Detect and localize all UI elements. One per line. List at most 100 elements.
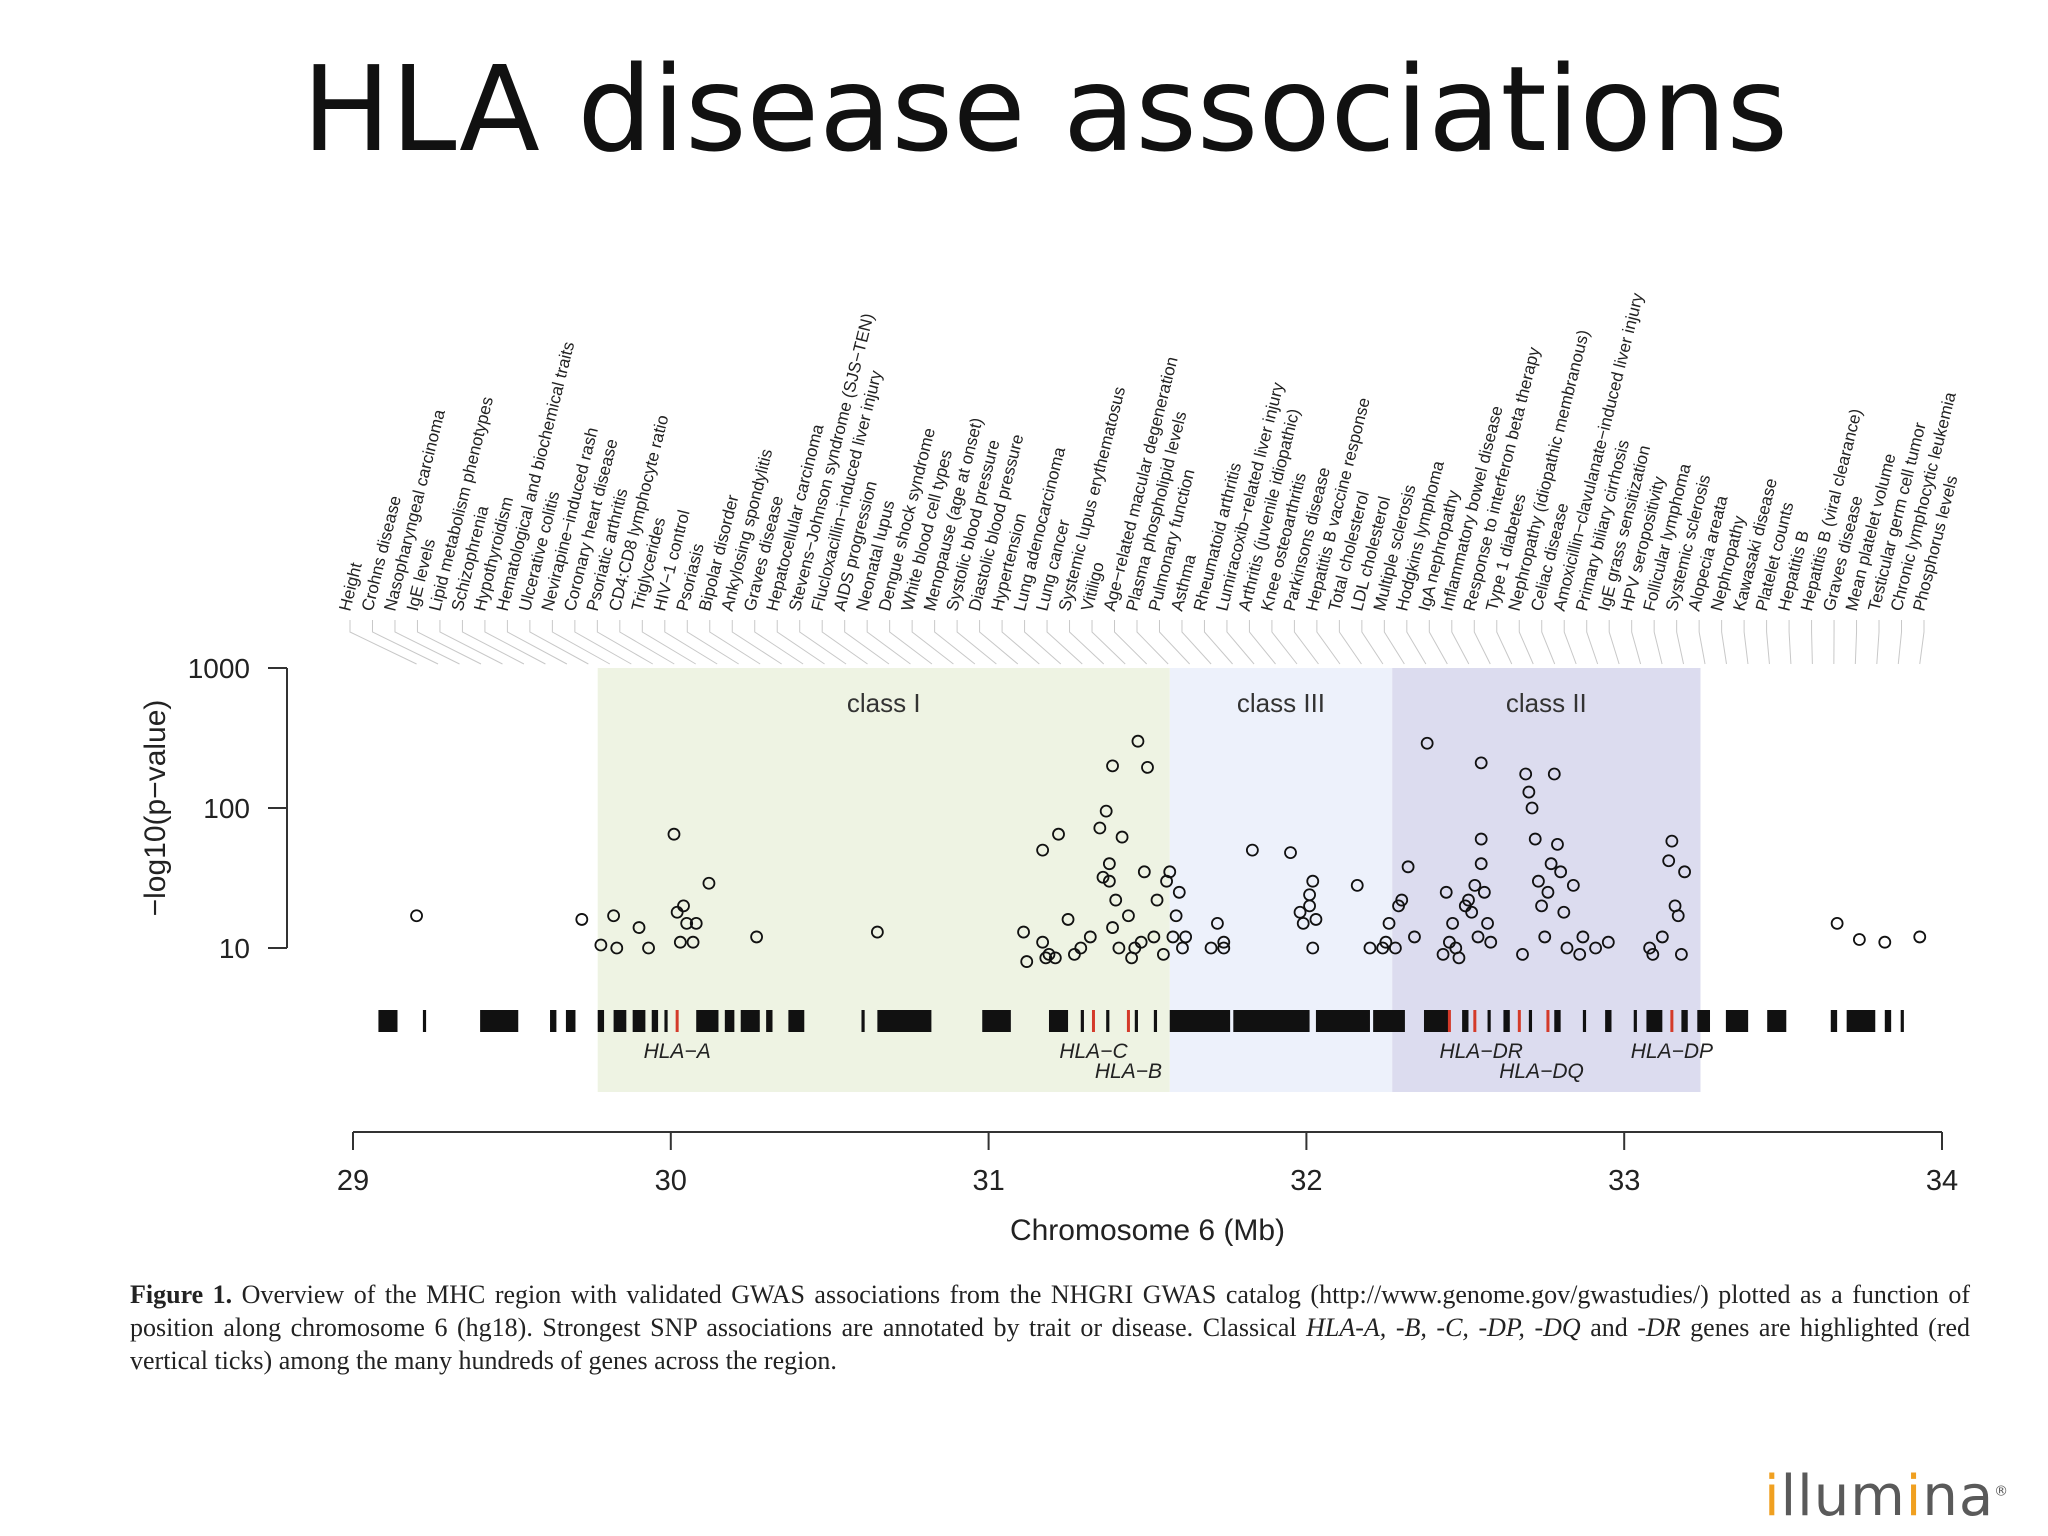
gene-block (1153, 1010, 1158, 1032)
figure-caption: Figure 1. Overview of the MHC region wit… (130, 1278, 1970, 1377)
data-point (1131, 734, 1145, 748)
data-point (1643, 941, 1657, 955)
data-point (1176, 941, 1189, 955)
data-point (1068, 948, 1081, 961)
gene-block (1233, 1010, 1310, 1032)
data-point (1538, 930, 1552, 944)
data-point (673, 935, 687, 949)
data-point (1306, 941, 1320, 955)
data-point (1102, 857, 1116, 871)
data-point (1052, 827, 1065, 841)
hla-red-tick (1126, 1010, 1130, 1032)
caption-part: Overview of the MHC region with validate… (130, 1280, 1970, 1342)
trait-connector (1226, 620, 1255, 665)
data-point (1646, 948, 1660, 961)
trait-connector (641, 620, 696, 665)
trait-connector (1766, 620, 1770, 665)
data-point (1106, 759, 1119, 773)
gene-block (982, 1010, 1011, 1032)
trait-connector (709, 620, 761, 665)
data-point (1217, 941, 1231, 955)
hla-red-tick (1517, 1010, 1521, 1032)
data-point (870, 925, 884, 939)
trait-connector (754, 620, 804, 665)
gene-block (597, 1010, 605, 1032)
data-point (1099, 804, 1113, 818)
illumina-logo: illumina® (1764, 1464, 2009, 1529)
data-point (1093, 821, 1107, 835)
gene-block (1681, 1010, 1688, 1032)
gene-block (1633, 1010, 1637, 1032)
data-point (1293, 905, 1307, 919)
data-point (680, 916, 694, 930)
data-point (1284, 846, 1297, 860)
data-point (1150, 893, 1164, 907)
trait-connector (889, 620, 933, 665)
x-tick-label: 32 (1290, 1165, 1322, 1197)
caption-text: Overview of the MHC region with validate… (130, 1280, 1970, 1375)
caption-part: -DR (1637, 1313, 1681, 1342)
gene-block (1697, 1010, 1711, 1032)
hla-red-tick (675, 1010, 679, 1032)
gene-block (550, 1010, 557, 1032)
trait-connector (1788, 620, 1792, 665)
data-point (1296, 916, 1310, 930)
data-point (575, 913, 589, 926)
hla-gene-label: HLA−C (1059, 1040, 1128, 1063)
trait-connector (1676, 620, 1685, 665)
trait-connector (844, 620, 890, 665)
trait-connector (1271, 620, 1298, 665)
gene-block (1830, 1010, 1838, 1032)
gene-block (1605, 1010, 1612, 1032)
data-point (1541, 885, 1555, 899)
trait-connector (1876, 620, 1880, 665)
data-point (1675, 948, 1688, 961)
x-tick-label: 29 (337, 1165, 369, 1197)
data-point (1096, 870, 1110, 884)
data-point (667, 827, 681, 841)
hla-gene-label: HLA−DQ (1499, 1060, 1584, 1083)
gene-block (1373, 1010, 1405, 1032)
data-point (1830, 916, 1844, 930)
trait-connector (1383, 620, 1405, 665)
trait-connector (1608, 620, 1620, 665)
caption-part: HLA-A, -B, -C, -DP, -DQ (1306, 1313, 1581, 1342)
data-point (1137, 865, 1151, 879)
gene-block (1048, 1010, 1069, 1032)
trait-connector (1248, 620, 1276, 665)
gene-block (422, 1010, 427, 1032)
data-point (1020, 955, 1034, 968)
trait-connector (1811, 620, 1813, 665)
x-tick-label: 31 (972, 1165, 1004, 1197)
hla-red-tick (1473, 1010, 1477, 1032)
data-point (642, 941, 655, 955)
data-point (1379, 935, 1393, 949)
trait-connector (1428, 620, 1448, 665)
trait-connector (911, 620, 954, 665)
data-point (1474, 756, 1488, 770)
data-point (1913, 930, 1927, 944)
trait-connector (1181, 620, 1212, 665)
trait-connector (1698, 620, 1706, 665)
data-point (686, 935, 700, 949)
trait-connector (1046, 620, 1083, 665)
gene-block (1106, 1010, 1110, 1032)
data-point (1589, 941, 1602, 955)
data-point (1544, 857, 1558, 871)
hla-gene-label: HLA−DR (1439, 1040, 1522, 1063)
data-point (1048, 951, 1062, 965)
data-point (632, 921, 646, 934)
data-point (607, 909, 620, 923)
trait-connector (484, 620, 546, 665)
gene-block (1134, 1010, 1138, 1032)
data-point (1601, 935, 1615, 949)
trait-connector (1563, 620, 1577, 665)
gene-block (1169, 1010, 1231, 1032)
trait-connector (506, 620, 568, 665)
trait-connector (799, 620, 847, 665)
trait-connector (461, 620, 525, 665)
data-point (750, 930, 764, 944)
trait-connector (776, 620, 825, 665)
y-tick-label: 10 (219, 933, 250, 964)
data-point (1678, 865, 1691, 879)
